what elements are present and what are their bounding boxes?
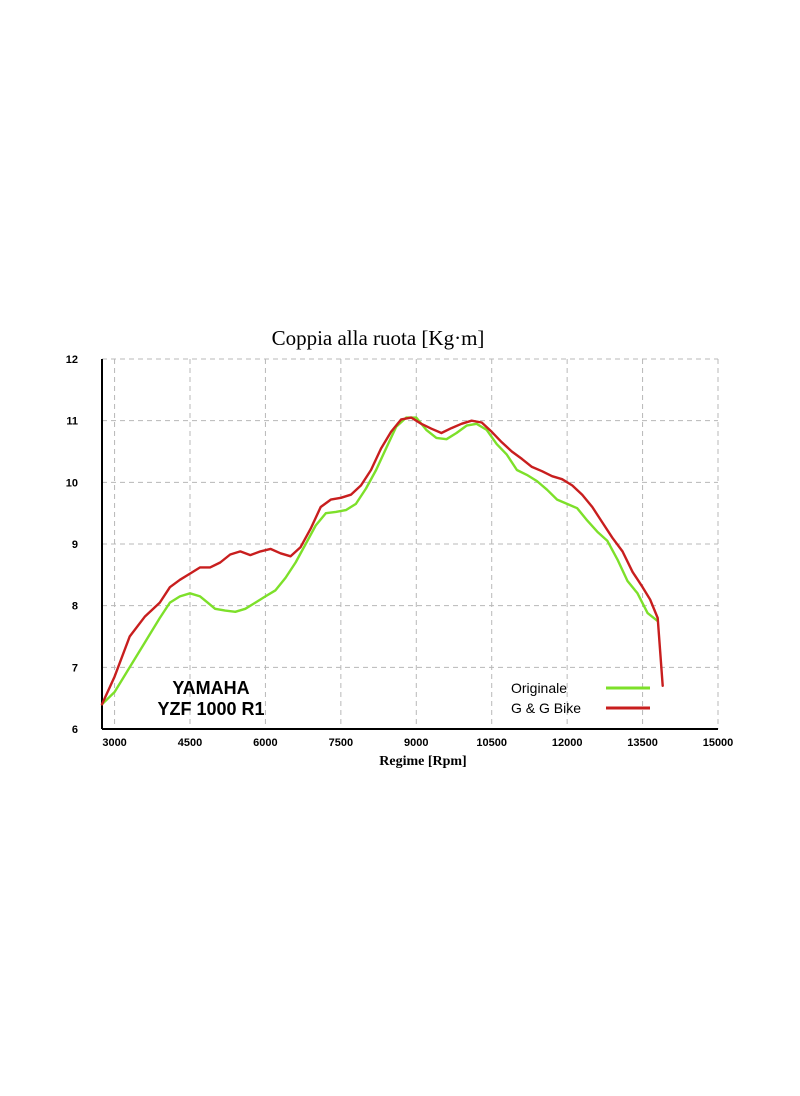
series-line-gg-bike [100,416,664,706]
grid [102,358,719,729]
x-tick-label: 13500 [627,737,658,749]
series-lines [100,416,664,706]
series-line-originale [100,416,659,706]
tick-labels: 6 7 8 9 10 11 12 3000 4500 6000 7500 9000 10500 12000… [66,354,734,749]
x-tick-label: 9000 [404,737,428,749]
x-tick-label: 6000 [253,737,277,749]
x-tick-label: 12000 [552,737,583,749]
x-tick-label: 7500 [329,737,353,749]
axes [101,359,718,730]
x-tick-label: 10500 [476,737,507,749]
y-tick-label: 9 [72,539,78,551]
y-tick-label: 11 [66,416,78,428]
y-tick-label: 12 [66,354,78,366]
y-tick-label: 10 [66,477,78,489]
legend-label-gg-bike: G & G Bike [511,700,581,716]
model-label-name: YZF 1000 R1 [157,699,264,719]
x-axis-label: Regime [Rpm] [379,754,466,769]
x-tick-label: 3000 [102,737,126,749]
legend-label-originale: Originale [511,680,567,696]
y-tick-label: 6 [72,724,78,736]
x-tick-label: 4500 [178,737,202,749]
legend: Originale G & G Bike [511,680,650,716]
y-tick-label: 8 [72,601,78,613]
y-tick-label: 7 [72,662,78,674]
model-label-brand: YAMAHA [172,678,249,698]
chart-title: Coppia alla ruota [Kg·m] [272,326,485,350]
x-tick-label: 15000 [703,737,734,749]
